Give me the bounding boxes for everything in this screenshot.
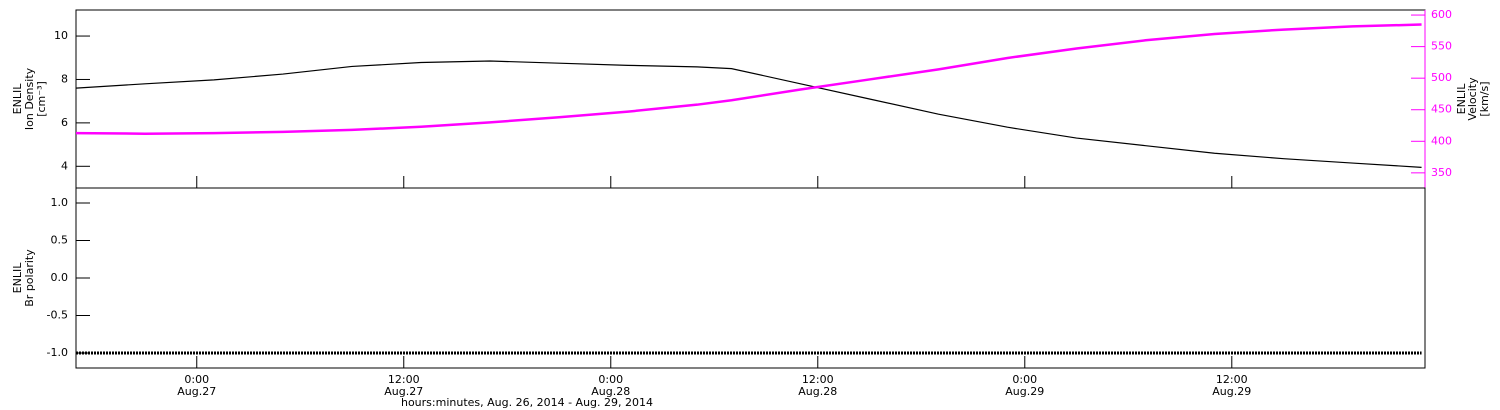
x-tick-label: 0:00 Aug.28 [591, 373, 631, 398]
y-tick-label: -1.0 [47, 346, 68, 359]
y-axis-label: ENLIL [11, 262, 24, 294]
y2-tick-label: 600 [1431, 8, 1452, 21]
series-line [75, 23, 1422, 135]
y2-tick-label: 550 [1431, 40, 1452, 53]
y-tick-label: 10 [54, 29, 68, 42]
x-tick-label: 0:00 Aug.27 [177, 373, 217, 398]
y-axis-label: ENLIL [11, 83, 24, 115]
y2-tick-label: 500 [1431, 71, 1452, 84]
y-tick-label: 8 [61, 72, 68, 85]
y2-tick-label: 400 [1431, 134, 1452, 147]
y-axis-label: Br polarity [23, 249, 36, 307]
panel-frame [75, 9, 1426, 189]
y2-tick-label: 450 [1431, 103, 1452, 116]
y-tick-label: 0.5 [51, 234, 69, 247]
y2-axis-label: ENLIL [1455, 83, 1468, 115]
x-tick-label: 12:00 Aug.29 [1212, 373, 1252, 398]
x-axis-label: hours:minutes, Aug. 26, 2014 - Aug. 29, … [401, 396, 653, 409]
panel-frame [75, 187, 1426, 369]
x-tick-label: 12:00 Aug.27 [384, 373, 424, 398]
y-tick-label: 4 [61, 159, 68, 172]
y2-axis-label: [km/s] [1478, 81, 1491, 116]
series-line [75, 60, 1422, 168]
y-axis-label: Ion Density [23, 67, 36, 130]
y2-axis-label: Velocity [1466, 77, 1479, 121]
y-tick-label: 0.0 [51, 271, 69, 284]
y2-tick-label: 350 [1431, 166, 1452, 179]
y-tick-label: 1.0 [51, 196, 69, 209]
x-tick-label: 12:00 Aug.28 [798, 373, 838, 398]
y-tick-label: 6 [61, 116, 68, 129]
y-tick-label: -0.5 [47, 309, 68, 322]
y-axis-label: [cm⁻³] [35, 81, 48, 117]
x-tick-label: 0:00 Aug.29 [1005, 373, 1045, 398]
